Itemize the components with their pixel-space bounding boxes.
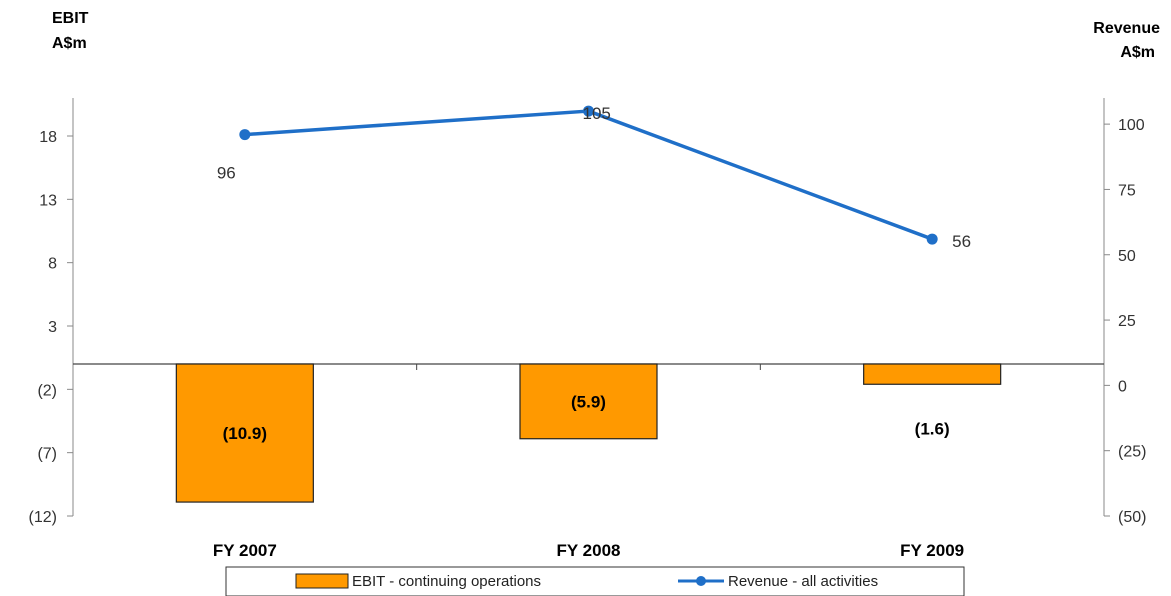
category-label: FY 2008 [557, 541, 621, 560]
right-tick-label: 75 [1118, 182, 1136, 199]
left-tick-label: 8 [48, 256, 57, 273]
revenue-point [583, 105, 594, 117]
legend-line-label: Revenue - all activities [728, 573, 878, 590]
left-tick-label: 18 [39, 129, 57, 146]
left-axis-title-line2: A$m [52, 35, 87, 52]
left-tick-label: (7) [37, 446, 57, 463]
revenue-line [244, 109, 933, 241]
ebit-bar-label: (1.6) [915, 419, 950, 438]
legend-box [225, 566, 965, 596]
right-axis-title-line2: A$m [1120, 44, 1155, 61]
left-tick-label: (2) [37, 382, 57, 399]
plot-area: 18 13 8 3 (2) (7) (12) 100 75 50 25 0 (25) (50) (10.9)… [29, 98, 1146, 560]
revenue-point [239, 129, 251, 141]
category-label: FY 2007 [213, 541, 277, 560]
ebit-bar [175, 363, 314, 503]
revenue-point-label: 105 [583, 104, 611, 123]
legend-bar-label: EBIT - continuing operations [352, 573, 541, 590]
category-label: FY 2009 [900, 541, 964, 560]
revenue-point [926, 233, 938, 245]
ebit-bar-label: (10.9) [223, 424, 267, 443]
ebit-bar-label: (5.9) [571, 392, 606, 411]
right-tick-label: 25 [1118, 313, 1136, 330]
revenue-point-label: 56 [952, 232, 971, 251]
right-axis-title-line1: Revenue [1093, 20, 1160, 37]
legend-line-marker [696, 576, 706, 586]
legend-bar-swatch [295, 573, 349, 589]
right-tick-label: (25) [1118, 444, 1146, 461]
right-tick-label: 50 [1118, 248, 1136, 265]
left-tick-label: 3 [48, 319, 57, 336]
right-tick-label: 100 [1118, 117, 1145, 134]
left-tick-label: 13 [39, 192, 57, 209]
legend: EBIT - continuing operations Revenue - a… [225, 566, 965, 596]
right-tick-label: 0 [1118, 378, 1127, 395]
left-tick-label: (12) [29, 509, 57, 526]
right-tick-label: (50) [1118, 509, 1146, 526]
ebit-bar [863, 363, 1002, 385]
left-axis-title-line1: EBIT [52, 10, 89, 27]
ebit-bar [519, 363, 658, 440]
revenue-point-label: 96 [217, 164, 236, 183]
